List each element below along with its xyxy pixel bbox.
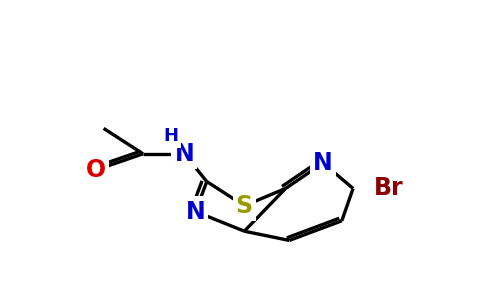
Text: S: S (236, 194, 253, 218)
Text: N: N (186, 200, 205, 224)
Text: N: N (313, 151, 333, 175)
Text: N: N (174, 142, 194, 166)
Text: O: O (86, 158, 106, 182)
Text: H: H (164, 128, 179, 146)
Text: Br: Br (374, 176, 404, 200)
